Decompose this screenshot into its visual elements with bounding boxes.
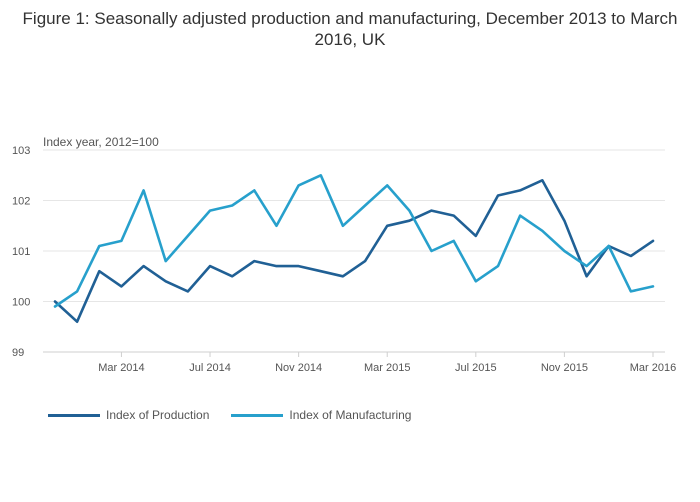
x-tick-label: Jul 2014: [189, 362, 231, 374]
x-tick-label: Mar 2016: [630, 362, 676, 374]
legend: Index of Production Index of Manufacturi…: [48, 408, 433, 422]
legend-item-production[interactable]: Index of Production: [48, 408, 209, 422]
legend-label-production: Index of Production: [106, 408, 210, 422]
chart-title: Figure 1: Seasonally adjusted production…: [22, 9, 678, 49]
x-tick-label: Jul 2015: [455, 362, 497, 374]
x-tick-label: Mar 2015: [364, 362, 410, 374]
y-tick-label-102: 102: [12, 196, 30, 208]
y-axis-label: Index year, 2012=100: [43, 135, 159, 149]
y-tick-label-99: 99: [12, 347, 24, 359]
legend-swatch-manufacturing: [231, 413, 284, 417]
line-chart: 99 100 101 102 103 Mar 2014 Jul 2014 Nov 2014 Ma…: [12, 145, 676, 374]
x-tick-label: Mar 2014: [98, 362, 144, 374]
x-tick-label: Nov 2015: [541, 362, 588, 374]
series-line-manufacturing: [53, 174, 655, 308]
y-tick-label-101: 101: [12, 246, 30, 258]
legend-item-manufacturing[interactable]: Index of Manufacturing: [231, 408, 411, 422]
legend-label-manufacturing: Index of Manufacturing: [289, 408, 412, 422]
y-tick-label-103: 103: [12, 145, 30, 157]
legend-swatch-production: [48, 413, 100, 417]
series-line-production: [53, 179, 655, 324]
x-tick-label: Nov 2014: [275, 362, 322, 374]
y-tick-label-100: 100: [12, 297, 30, 309]
